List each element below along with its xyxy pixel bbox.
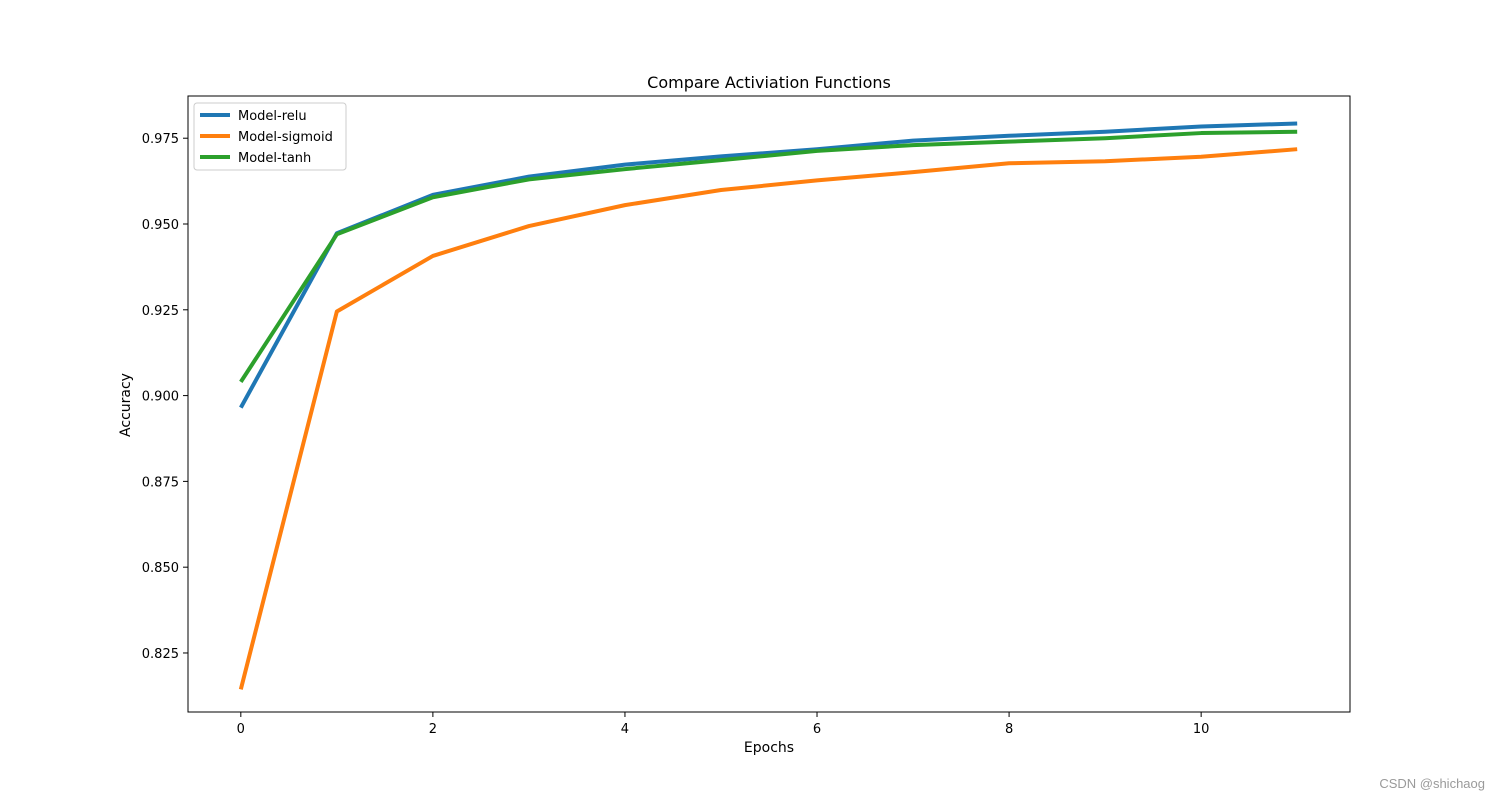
y-tick-label: 0.825 <box>142 647 179 662</box>
x-tick-label: 0 <box>237 722 245 737</box>
series-line-model-relu <box>239 121 1298 409</box>
series-line-model-tanh <box>239 129 1298 383</box>
y-tick-label: 0.925 <box>142 304 179 319</box>
x-tick-label: 10 <box>1193 722 1210 737</box>
legend-label-model-tanh: Model-tanh <box>238 151 311 166</box>
plot-area: 0 2 4 6 8 10 0.825 0.850 0.875 0.900 0.925 0.950 0.9… <box>142 95 1351 737</box>
y-tick-label: 0.950 <box>142 218 179 233</box>
x-axis-label: Epochs <box>744 740 794 756</box>
x-tick-label: 8 <box>1005 722 1013 737</box>
chart-title: Compare Activiation Functions <box>647 73 891 92</box>
legend-label-model-relu: Model-relu <box>238 109 307 124</box>
legend-box <box>193 102 347 171</box>
y-tick-label: 0.875 <box>142 475 179 490</box>
plot-frame <box>187 95 1351 713</box>
x-tick-label: 2 <box>429 722 437 737</box>
x-tick-label: 6 <box>813 722 821 737</box>
y-tick-label: 0.900 <box>142 390 179 405</box>
y-tick-label: 0.850 <box>142 561 179 576</box>
y-axis-label: Accuracy <box>118 373 134 437</box>
series-line-model-sigmoid <box>238 147 1298 690</box>
watermark-text: CSDN @shichaog <box>1379 776 1485 791</box>
x-tick-label: 4 <box>621 722 629 737</box>
legend-label-model-sigmoid: Model-sigmoid <box>238 130 333 145</box>
y-tick-label: 0.975 <box>142 132 179 147</box>
